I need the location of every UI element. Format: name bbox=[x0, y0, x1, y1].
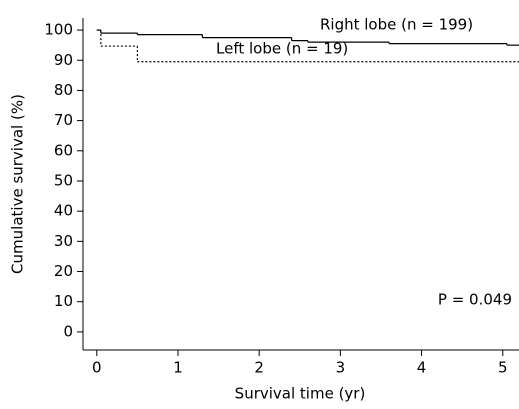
y-tick-label: 80 bbox=[54, 81, 73, 99]
y-tick-label: 30 bbox=[54, 232, 73, 250]
x-tick-label: 0 bbox=[92, 359, 102, 377]
y-axis-label: Cumulative survival (%) bbox=[9, 94, 27, 274]
x-tick-label: 2 bbox=[254, 359, 264, 377]
y-tick-label: 60 bbox=[54, 141, 73, 159]
y-tick-label: 0 bbox=[63, 322, 73, 340]
y-tick-label: 10 bbox=[54, 292, 73, 310]
y-tick-label: 50 bbox=[54, 171, 73, 189]
series-label: Left lobe (n = 19) bbox=[216, 40, 348, 58]
series-label: Right lobe (n = 199) bbox=[320, 16, 473, 34]
x-tick-label: 5 bbox=[498, 359, 508, 377]
x-axis-label: Survival time (yr) bbox=[235, 385, 366, 403]
x-tick-label: 4 bbox=[417, 359, 427, 377]
y-tick-label: 40 bbox=[54, 202, 73, 220]
y-tick-label: 90 bbox=[54, 51, 73, 69]
x-tick-label: 1 bbox=[173, 359, 183, 377]
x-tick-label: 3 bbox=[336, 359, 346, 377]
annotation: P = 0.049 bbox=[438, 291, 512, 309]
y-tick-label: 100 bbox=[44, 21, 73, 39]
y-tick-label: 70 bbox=[54, 111, 73, 129]
y-tick-label: 20 bbox=[54, 262, 73, 280]
